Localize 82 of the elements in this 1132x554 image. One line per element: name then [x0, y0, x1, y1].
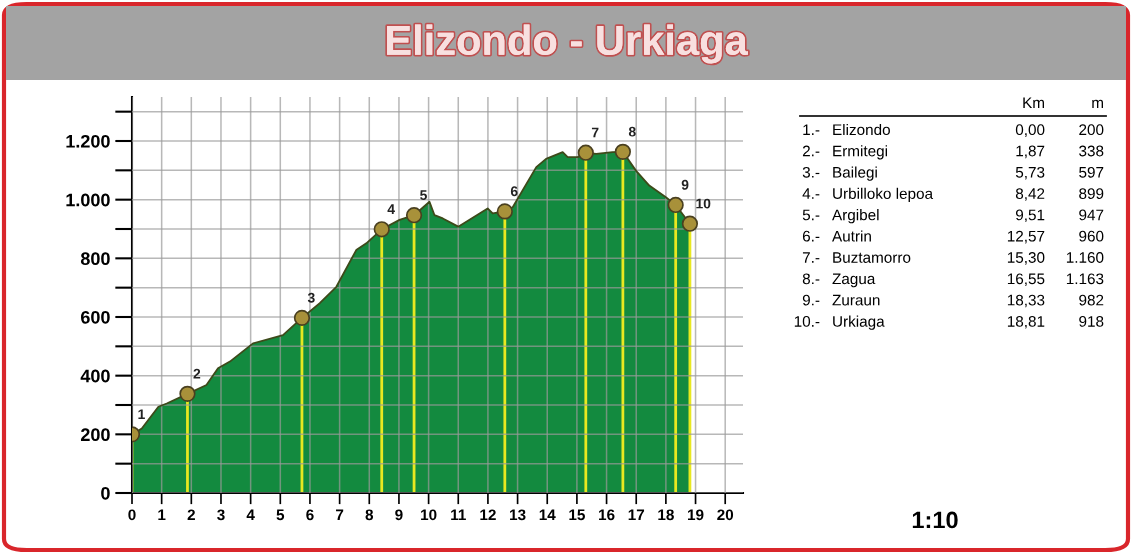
x-tick-label: 18 — [658, 509, 674, 521]
text: m — [1092, 99, 1103, 108]
x-tick-label: 3 — [217, 509, 225, 521]
text: 899 — [1079, 188, 1104, 199]
text: Zagua — [832, 273, 876, 288]
annotation: 6 — [510, 186, 518, 197]
x-tick-label: 13 — [510, 509, 526, 521]
x-tick-label: 6 — [306, 509, 314, 521]
text: 982 — [1079, 294, 1104, 306]
y-tick-label: 800 — [80, 252, 110, 266]
text: Bailegi — [833, 166, 877, 181]
annotation: 10 — [696, 198, 711, 209]
y-tick-label: 400 — [80, 369, 110, 383]
x-tick-label: 0 — [128, 509, 136, 521]
text: 5.- — [802, 209, 820, 221]
text: 6.- — [802, 230, 820, 242]
text: 16,55 — [1007, 273, 1045, 287]
text: 9.- — [802, 294, 820, 306]
text: 1,87 — [1016, 145, 1045, 159]
annotation: 5 — [420, 190, 427, 200]
text: 3.- — [802, 166, 820, 178]
x-tick-label: 14 — [539, 509, 556, 521]
text: 18,81 — [1007, 315, 1045, 329]
x-tick-label: 12 — [480, 509, 496, 521]
text: 947 — [1079, 209, 1104, 221]
chart-title: Elizondo - Urkiaga — [387, 24, 749, 64]
x-tick-label: 4 — [246, 509, 255, 521]
text: 8,42 — [1015, 188, 1045, 201]
y-tick-label: 200 — [80, 428, 110, 442]
x-tick-label: 16 — [599, 509, 615, 521]
x-tick-label: 2 — [187, 509, 195, 521]
annotation: 3 — [307, 292, 315, 303]
text: Urkiaga — [833, 315, 885, 330]
annotation: 9 — [681, 179, 689, 190]
annotation: 4 — [387, 204, 395, 214]
text: Km — [1023, 97, 1044, 108]
text: 597 — [1079, 166, 1104, 178]
text: 1:10 — [912, 511, 958, 529]
y-tick-label: 1.200 — [66, 134, 110, 148]
x-tick-label: 8 — [365, 509, 374, 521]
text: 1.- — [803, 124, 820, 135]
x-tick-label: 19 — [688, 509, 704, 521]
x-tick-label: 7 — [336, 509, 344, 521]
text: 1.163 — [1066, 273, 1104, 285]
text: 1.160 — [1066, 252, 1104, 263]
text: Urbilloko lepoa — [833, 187, 934, 203]
text: Argibel — [832, 209, 879, 224]
annotation: 2 — [193, 368, 201, 379]
text: 960 — [1079, 230, 1104, 242]
text: 12,57 — [1007, 230, 1045, 244]
y-tick-label: 600 — [81, 310, 110, 324]
text: 18,33 — [1007, 294, 1045, 308]
text: Autrin — [832, 230, 871, 242]
x-tick-label: 11 — [451, 509, 466, 521]
x-tick-label: 9 — [395, 509, 403, 521]
text: Ermitegi — [833, 145, 887, 160]
text: 9,51 — [1015, 209, 1045, 223]
text: 338 — [1079, 145, 1104, 157]
x-tick-label: 15 — [569, 509, 585, 521]
text: 200 — [1079, 124, 1104, 136]
text: 2.- — [802, 145, 820, 157]
x-tick-label: 17 — [628, 509, 645, 521]
text: 15,30 — [1007, 252, 1045, 265]
y-tick-label: 1.000 — [66, 193, 110, 207]
text: 4.- — [802, 188, 820, 199]
text: 5,73 — [1015, 166, 1045, 180]
text: 918 — [1079, 315, 1104, 327]
x-tick-label: 1 — [158, 509, 166, 521]
x-tick-label: 10 — [421, 509, 437, 521]
text: 7.- — [802, 252, 820, 263]
annotation: 8 — [628, 126, 636, 137]
annotation: 1 — [138, 409, 145, 419]
text: Buztamorro — [833, 252, 911, 263]
text: 10.- — [794, 315, 820, 327]
text: Zuraun — [832, 294, 880, 306]
annotation: 7 — [591, 127, 599, 138]
x-tick-label: 5 — [276, 509, 285, 521]
text: 0,00 — [1015, 124, 1045, 137]
text: 8.- — [802, 273, 820, 285]
y-tick-label: 0 — [101, 486, 110, 500]
text: Elizondo — [833, 123, 890, 136]
x-tick-label: 20 — [717, 509, 734, 521]
